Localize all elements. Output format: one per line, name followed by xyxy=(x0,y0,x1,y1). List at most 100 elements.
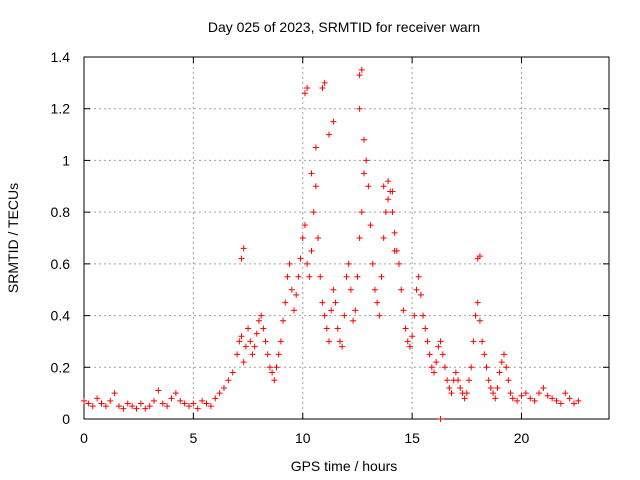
y-tick-label: 0.4 xyxy=(51,308,71,324)
data-point xyxy=(245,325,252,332)
data-point xyxy=(107,397,114,404)
data-point xyxy=(240,359,247,366)
data-point xyxy=(433,359,440,366)
data-point xyxy=(181,400,188,407)
data-point xyxy=(354,273,361,280)
data-point xyxy=(251,343,258,350)
data-point xyxy=(319,85,326,92)
data-point xyxy=(380,183,387,190)
data-point xyxy=(308,247,315,254)
x-axis-label: GPS time / hours xyxy=(291,458,398,474)
data-point xyxy=(437,416,444,422)
data-point xyxy=(310,209,317,216)
data-point xyxy=(485,377,492,384)
data-point xyxy=(151,397,157,404)
data-point xyxy=(396,260,402,267)
x-tick-label: 20 xyxy=(514,430,530,446)
data-point xyxy=(308,170,315,177)
data-point xyxy=(413,286,420,293)
data-point xyxy=(422,325,429,332)
data-point xyxy=(385,196,392,203)
data-point xyxy=(315,235,322,241)
y-tick-label: 0.6 xyxy=(51,256,71,272)
data-point xyxy=(365,183,372,190)
data-point xyxy=(186,403,192,410)
data-point xyxy=(575,397,582,404)
x-tick-label: 5 xyxy=(189,430,197,446)
data-point xyxy=(297,255,304,262)
data-point xyxy=(496,369,503,376)
data-point xyxy=(328,307,335,314)
data-point xyxy=(476,317,483,324)
data-point xyxy=(159,400,166,407)
data-point xyxy=(212,395,219,402)
data-point xyxy=(420,312,427,319)
data-point xyxy=(299,235,306,241)
data-point xyxy=(345,260,352,267)
data-point xyxy=(441,364,448,371)
data-point xyxy=(409,333,416,340)
data-point xyxy=(406,343,413,350)
data-point xyxy=(382,209,389,216)
data-point xyxy=(356,72,363,79)
data-point xyxy=(514,397,521,404)
chart-title: Day 025 of 2023, SRMTID for receiver war… xyxy=(208,19,480,35)
data-points xyxy=(81,66,582,422)
data-point xyxy=(146,403,153,410)
data-point xyxy=(367,222,374,229)
data-point xyxy=(293,291,300,298)
data-point xyxy=(415,273,422,280)
data-point xyxy=(549,395,556,402)
data-point xyxy=(326,338,332,345)
y-axis-ticks: 0 0.2 0.4 0.6 0.8 1 1.2 1.4 xyxy=(51,49,609,427)
data-point xyxy=(455,377,462,384)
data-point xyxy=(116,403,122,410)
data-point xyxy=(492,395,499,402)
x-tick-label: 15 xyxy=(404,430,420,446)
data-point xyxy=(522,390,529,397)
data-point xyxy=(483,364,490,371)
data-point xyxy=(253,330,260,337)
data-point xyxy=(133,405,140,412)
data-point xyxy=(312,183,319,190)
data-point xyxy=(507,390,514,397)
data-point xyxy=(280,317,287,324)
y-tick-label: 0.8 xyxy=(51,204,71,220)
data-point xyxy=(177,397,184,404)
data-point xyxy=(81,397,87,404)
data-point xyxy=(435,343,442,350)
data-point xyxy=(194,405,201,412)
data-point xyxy=(562,390,569,397)
data-point xyxy=(137,400,144,407)
data-point xyxy=(487,384,494,391)
data-point xyxy=(376,312,383,319)
y-tick-label: 0 xyxy=(62,411,70,427)
data-point xyxy=(371,286,378,293)
data-point xyxy=(129,403,136,410)
y-tick-label: 1 xyxy=(62,152,70,168)
data-point xyxy=(398,286,405,293)
data-point xyxy=(400,307,407,314)
data-point xyxy=(168,395,175,402)
y-tick-label: 0.2 xyxy=(51,359,71,375)
data-point xyxy=(446,384,453,391)
data-point xyxy=(207,403,214,410)
data-point xyxy=(374,299,381,306)
data-point xyxy=(319,299,326,306)
data-point xyxy=(343,273,350,280)
data-point xyxy=(503,364,510,371)
data-point xyxy=(142,405,149,412)
data-point xyxy=(295,273,302,280)
x-tick-label: 10 xyxy=(295,430,311,446)
data-point xyxy=(356,235,363,241)
data-point xyxy=(258,312,265,319)
data-point xyxy=(350,317,357,324)
data-point xyxy=(264,351,271,358)
data-point xyxy=(111,390,118,397)
data-point xyxy=(531,397,538,404)
data-point xyxy=(380,235,387,241)
data-point xyxy=(463,390,470,397)
data-point xyxy=(444,377,451,384)
data-point xyxy=(273,364,280,371)
data-point xyxy=(509,395,516,402)
